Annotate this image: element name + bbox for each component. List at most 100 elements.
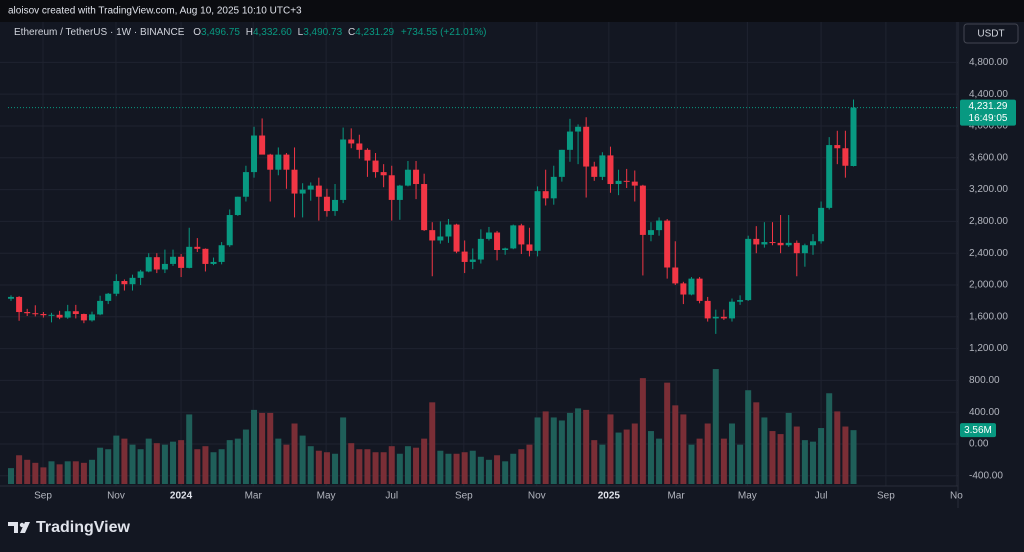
volume-bar <box>129 444 136 484</box>
candle-body <box>518 225 525 245</box>
volume-bar <box>323 452 330 484</box>
candle-body <box>178 256 185 268</box>
candle-body <box>591 166 598 177</box>
volume-bar <box>728 423 735 484</box>
volume-bar <box>696 438 703 484</box>
candle-body <box>777 242 784 246</box>
volume-bar <box>842 426 849 484</box>
candle-body <box>583 126 590 167</box>
candle-body <box>105 293 112 301</box>
volume-bar <box>461 452 468 484</box>
candle-body <box>793 242 800 254</box>
volume-bar <box>372 452 379 484</box>
candle-body <box>672 267 679 284</box>
candle-body <box>307 185 314 190</box>
y-tick-label: 2,400.00 <box>969 248 1008 259</box>
y-tick-label: 3,600.00 <box>969 152 1008 163</box>
volume-bar <box>137 449 144 484</box>
candle-body <box>785 242 792 246</box>
volume-bar <box>712 369 719 484</box>
ohlc-key: O <box>193 27 201 38</box>
candle-body <box>72 311 79 315</box>
volume-bar <box>356 449 363 484</box>
candle-body <box>40 314 47 316</box>
candle-body <box>761 242 768 245</box>
credit: aloisov created with TradingView.com, Au… <box>8 6 302 17</box>
candle-body <box>720 316 727 319</box>
candle-body <box>251 135 258 173</box>
candle-body <box>404 169 411 186</box>
volume-bar <box>404 446 411 484</box>
candle-body <box>623 180 630 182</box>
y-tick-label: 1,600.00 <box>969 311 1008 322</box>
candle-body <box>413 169 420 185</box>
volume-bar <box>251 409 258 484</box>
volume-bar <box>396 453 403 484</box>
candle-body <box>534 191 541 251</box>
volume-bar <box>639 378 646 484</box>
candle-body <box>607 155 614 185</box>
ohlc-key: H <box>246 27 253 38</box>
volume-bar <box>575 408 582 484</box>
volume-bar <box>850 430 857 484</box>
volume-bar <box>64 461 71 484</box>
candle-body <box>502 248 509 251</box>
y-tick-label: -400.00 <box>969 470 1003 481</box>
candle-body <box>485 232 492 239</box>
x-tick-label: Nov <box>107 491 125 502</box>
volume-bar <box>429 402 436 484</box>
volume-bar <box>453 453 460 484</box>
candle-body <box>137 271 144 278</box>
candle-body <box>194 246 201 249</box>
ohlc-value: 3,496.75 <box>201 27 240 38</box>
candle-body <box>477 238 484 260</box>
volume-bar <box>80 462 87 484</box>
candle-body <box>688 278 695 295</box>
candle-body <box>7 296 14 299</box>
volume-bar <box>445 453 452 484</box>
x-tick-label: Sep <box>455 491 473 502</box>
volume-bar <box>113 435 120 484</box>
volume-bar <box>785 412 792 484</box>
candle-body <box>599 155 606 177</box>
candle-body <box>64 311 71 318</box>
candle-body <box>566 131 573 150</box>
volume-bar <box>485 459 492 484</box>
candle-body <box>121 281 128 285</box>
y-tick-label: 4,400.00 <box>969 89 1008 100</box>
volume-bar <box>566 412 573 484</box>
candle-body <box>834 145 841 149</box>
ohlc-key: C <box>348 27 355 38</box>
candle-body <box>550 176 557 199</box>
volume-bar <box>599 444 606 484</box>
volume-bar <box>40 467 47 484</box>
candle-body <box>745 238 752 301</box>
volume-bar <box>526 444 533 484</box>
last-price: 4,231.29 <box>969 101 1008 112</box>
volume-bar <box>550 417 557 484</box>
x-tick-label: Jul <box>385 491 398 502</box>
currency[interactable]: USDT <box>977 29 1004 40</box>
volume-bar <box>777 434 784 484</box>
candle-body <box>396 185 403 200</box>
candle-body <box>170 256 177 264</box>
volume-bar <box>534 417 541 484</box>
volume-bar <box>72 461 79 484</box>
volume-bar <box>761 417 768 484</box>
candle-body <box>242 172 249 197</box>
volume-bar <box>226 440 233 484</box>
volume-bar <box>242 429 249 484</box>
candle-body <box>728 301 735 319</box>
volume-bar <box>469 450 476 484</box>
currency-button[interactable] <box>963 23 1019 44</box>
change: +734.55 (+21.01%) <box>401 27 487 38</box>
x-tick-label: No <box>950 491 963 502</box>
y-tick-label: 4,000.00 <box>969 121 1008 132</box>
x-tick-label: Nov <box>528 491 546 502</box>
candle-body <box>129 277 136 285</box>
volume-bar <box>631 423 638 484</box>
x-tick-label: 2024 <box>170 491 193 502</box>
volume-bar <box>518 449 525 484</box>
candle-body <box>291 169 298 194</box>
